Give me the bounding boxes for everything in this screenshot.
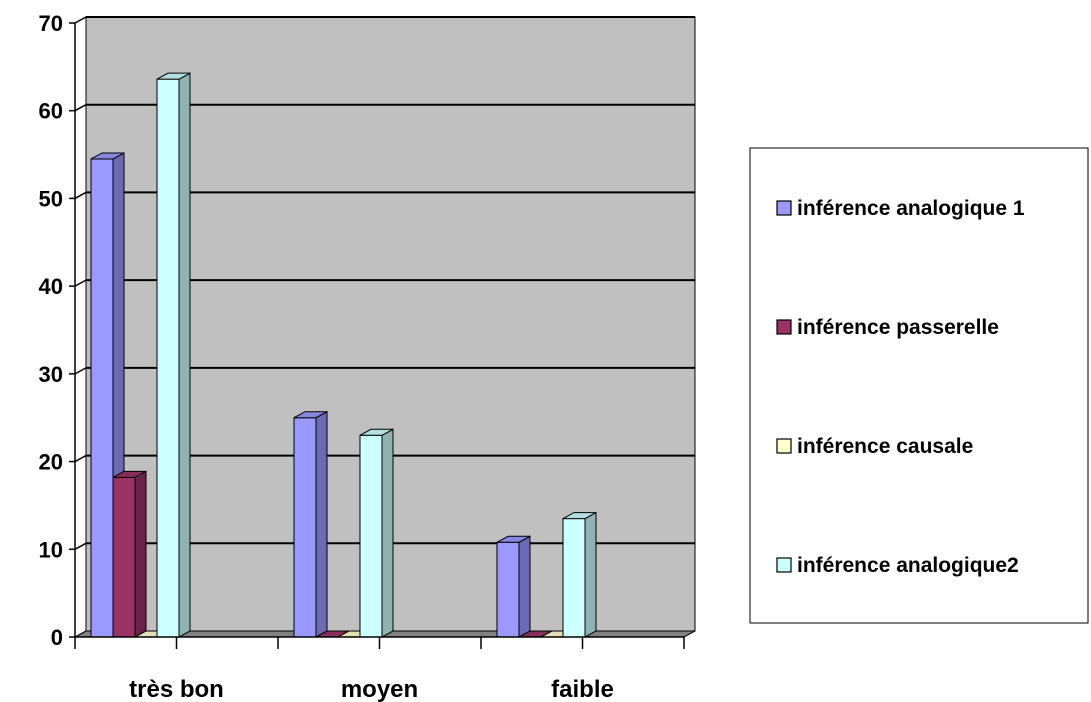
y-tick-label: 40 — [39, 274, 63, 299]
legend-swatch — [776, 438, 792, 454]
bar-side — [584, 511, 597, 638]
bar-front — [496, 541, 520, 638]
axes: 0 10 20 30 40 50 60 70 très bon moyen faible — [39, 11, 685, 702]
y-tick-label: 0 — [51, 625, 63, 650]
legend-swatch — [776, 200, 792, 216]
y-tick-label: 60 — [39, 99, 63, 124]
y-tick-label: 20 — [39, 450, 63, 475]
legend-swatch — [776, 557, 792, 573]
gridline-side — [74, 367, 87, 375]
bar-1-2 — [293, 410, 328, 638]
x-category-label: très bon — [129, 676, 224, 702]
bar-front — [293, 417, 317, 638]
bar-side — [134, 470, 147, 638]
y-tick-label: 30 — [39, 362, 63, 387]
legend-box — [749, 147, 1089, 624]
y-tick-label: 70 — [39, 11, 63, 36]
bar-4-2 — [359, 428, 394, 638]
gridline-side — [74, 279, 87, 287]
bar-side — [178, 72, 191, 638]
bar-side — [518, 535, 531, 638]
bar-front — [156, 78, 180, 638]
y-tick-label: 10 — [39, 537, 63, 562]
x-category-label: moyen — [341, 676, 418, 702]
bar-4-1 — [156, 72, 191, 638]
gridline-side — [74, 191, 87, 200]
gridline-side — [74, 454, 87, 463]
y-tick-label: 50 — [39, 186, 63, 211]
gridline-side — [74, 16, 87, 24]
legend-swatch — [776, 319, 792, 335]
gridline-side — [74, 542, 87, 550]
bar-top — [112, 470, 147, 478]
gridline-side — [74, 104, 87, 112]
bar-side — [315, 410, 328, 638]
bar-4-3 — [562, 511, 597, 638]
bar-top — [562, 512, 597, 520]
bar-top — [293, 411, 328, 419]
legend-label: inférence analogique 1 — [797, 197, 1025, 220]
legend-label: inférence analogique2 — [797, 554, 1019, 577]
bar-front — [112, 476, 136, 638]
bar-1-3 — [496, 535, 531, 638]
bar-side — [381, 428, 394, 638]
bars — [90, 72, 597, 638]
legend: inférence analogique 1 inférence passerel… — [749, 147, 1089, 624]
legend-label: inférence causale — [797, 435, 973, 458]
bar-top — [359, 428, 394, 436]
bar-front — [359, 434, 383, 638]
bar-top — [156, 72, 191, 80]
legend-label: inférence passerelle — [797, 316, 999, 339]
bar-2-1 — [112, 470, 147, 638]
bar-top — [90, 152, 125, 160]
bar-top — [496, 535, 531, 543]
x-category-label: faible — [551, 676, 614, 702]
bar-front — [562, 518, 586, 638]
bar-front — [90, 158, 114, 638]
